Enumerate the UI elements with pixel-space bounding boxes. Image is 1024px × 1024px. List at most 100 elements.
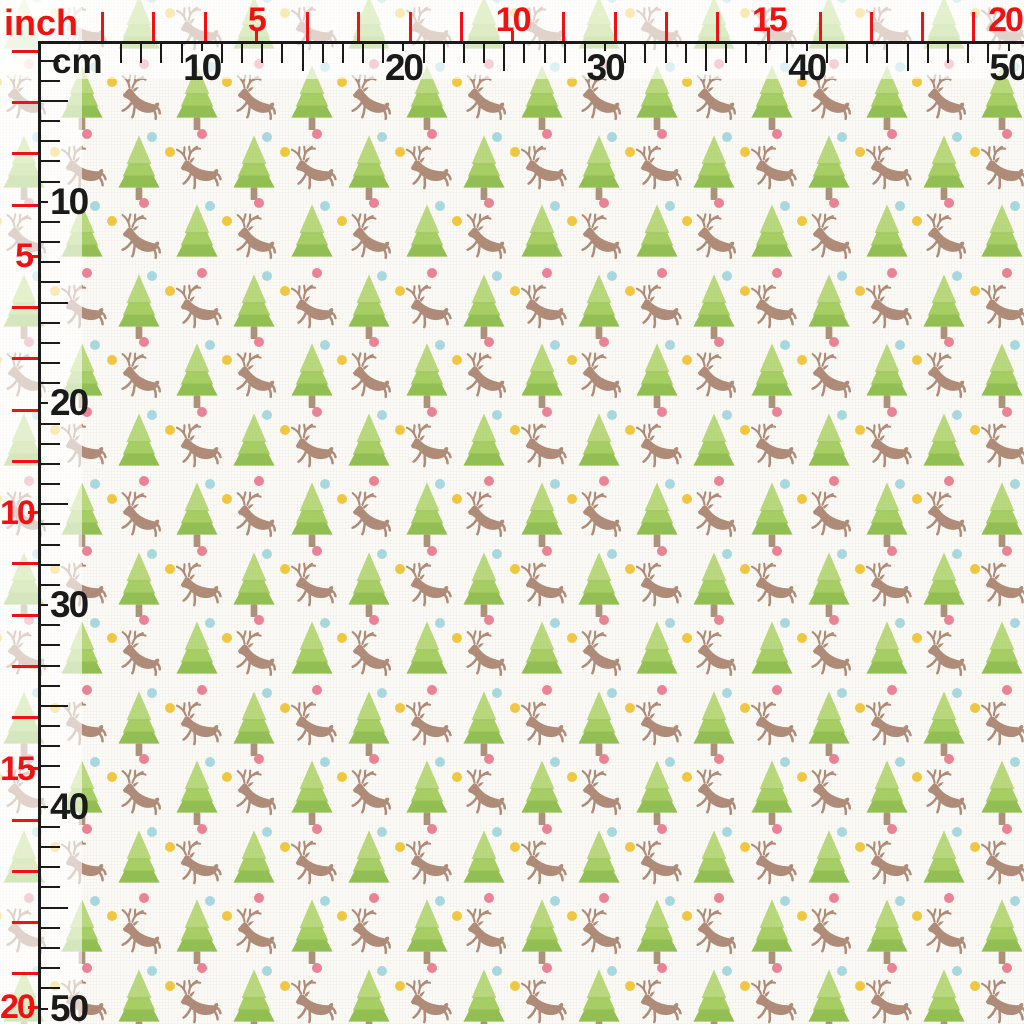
cm-tick: [382, 44, 385, 63]
christmas-tree-icon: [118, 551, 160, 617]
polka-dot-pink: [311, 128, 322, 139]
reindeer-icon: [121, 74, 162, 121]
inch-tick-numbered: [28, 511, 38, 515]
polka-dot-pink: [426, 128, 437, 139]
polka-dot-yellow: [682, 772, 692, 782]
christmas-tree-motif: [979, 203, 1024, 270]
christmas-tree-icon: [923, 968, 965, 1024]
reindeer-motif: [804, 211, 853, 260]
polka-dot-pink: [944, 476, 954, 486]
polka-dot-blue: [722, 687, 732, 698]
polka-dot-pink: [254, 615, 264, 625]
polka-dot-pink: [196, 267, 207, 278]
reindeer-icon: [466, 908, 507, 955]
christmas-tree-icon: [578, 829, 620, 883]
polka-dot-blue: [492, 131, 502, 142]
christmas-tree-motif: [864, 620, 910, 687]
polka-dot-blue: [779, 896, 790, 906]
reindeer-icon: [696, 769, 737, 816]
christmas-tree-icon: [233, 968, 275, 1024]
christmas-tree-motif: [404, 203, 450, 270]
reindeer-icon: [581, 491, 622, 538]
polka-dot-pink: [484, 615, 494, 625]
reindeer-motif: [574, 489, 623, 538]
polka-dot-yellow: [682, 911, 692, 921]
polka-dot-pink: [714, 615, 724, 625]
christmas-tree-motif: [116, 412, 162, 479]
cm-number-label: 50: [989, 47, 1024, 88]
polka-dot-yellow: [509, 285, 520, 296]
polka-dot-yellow: [394, 980, 405, 991]
christmas-tree-motif: [404, 342, 450, 409]
inch-tick: [408, 12, 412, 41]
inch-tick: [12, 664, 38, 668]
reindeer-icon: [290, 145, 337, 189]
christmas-tree-motif: [116, 273, 162, 340]
inch-tick: [459, 12, 463, 41]
polka-dot-pink: [541, 128, 552, 139]
cm-tick: [866, 44, 869, 63]
christmas-tree-motif: [806, 273, 852, 340]
polka-dot-yellow: [222, 77, 232, 87]
christmas-tree-motif: [864, 759, 910, 826]
polka-dot-yellow: [739, 980, 750, 991]
reindeer-motif: [919, 350, 968, 399]
christmas-tree-motif: [519, 481, 565, 548]
reindeer-icon: [175, 284, 222, 328]
reindeer-motif: [746, 697, 797, 748]
christmas-tree-icon: [405, 343, 448, 409]
christmas-tree-icon: [578, 551, 620, 617]
christmas-tree-motif: [231, 412, 277, 479]
inch-tick: [101, 12, 105, 41]
reindeer-icon: [175, 979, 222, 1023]
reindeer-motif: [171, 419, 222, 470]
christmas-tree-motif: [231, 829, 277, 896]
cm-tick-numbered: [805, 44, 808, 51]
inch-number-label: 20: [988, 1, 1024, 39]
polka-dot-blue: [664, 479, 675, 489]
reindeer-icon: [865, 562, 912, 606]
christmas-tree-icon: [175, 482, 218, 548]
cm-tick: [301, 44, 304, 71]
inch-tick: [921, 12, 925, 41]
polka-dot-blue: [262, 965, 272, 976]
polka-dot-blue: [492, 548, 502, 559]
polka-dot-yellow: [337, 633, 347, 643]
polka-dot-blue: [894, 201, 905, 211]
reindeer-motif: [459, 489, 508, 538]
christmas-tree-icon: [348, 968, 390, 1024]
polka-dot-blue: [147, 965, 157, 976]
polka-dot-yellow: [452, 216, 462, 226]
christmas-tree-motif: [921, 968, 967, 1024]
christmas-tree-icon: [348, 829, 390, 883]
polka-dot-pink: [541, 267, 552, 278]
reindeer-motif: [401, 141, 452, 192]
christmas-tree-icon: [405, 482, 448, 548]
polka-dot-blue: [434, 479, 445, 489]
christmas-tree-motif: [174, 759, 220, 826]
polka-dot-pink: [829, 615, 839, 625]
polka-dot-blue: [664, 896, 675, 906]
christmas-tree-motif: [634, 898, 680, 965]
polka-dot-yellow: [452, 911, 462, 921]
reindeer-motif: [516, 558, 567, 609]
reindeer-motif: [689, 72, 738, 121]
christmas-tree-motif: [576, 134, 622, 201]
polka-dot-yellow: [279, 285, 290, 296]
inch-number-label: 15: [751, 1, 788, 39]
reindeer-icon: [865, 145, 912, 189]
reindeer-motif: [229, 211, 278, 260]
polka-dot-pink: [829, 754, 839, 764]
cm-tick: [41, 261, 60, 264]
polka-dot-pink: [254, 893, 264, 903]
christmas-tree-motif: [634, 481, 680, 548]
christmas-tree-motif: [806, 134, 852, 201]
polka-dot-pink: [81, 128, 92, 139]
cm-tick: [503, 44, 506, 71]
reindeer-motif: [919, 628, 968, 677]
reindeer-motif: [459, 767, 508, 816]
reindeer-icon: [290, 701, 337, 745]
inch-tick-numbered: [28, 1005, 38, 1009]
cm-tick: [41, 563, 60, 566]
polka-dot-pink: [714, 476, 724, 486]
